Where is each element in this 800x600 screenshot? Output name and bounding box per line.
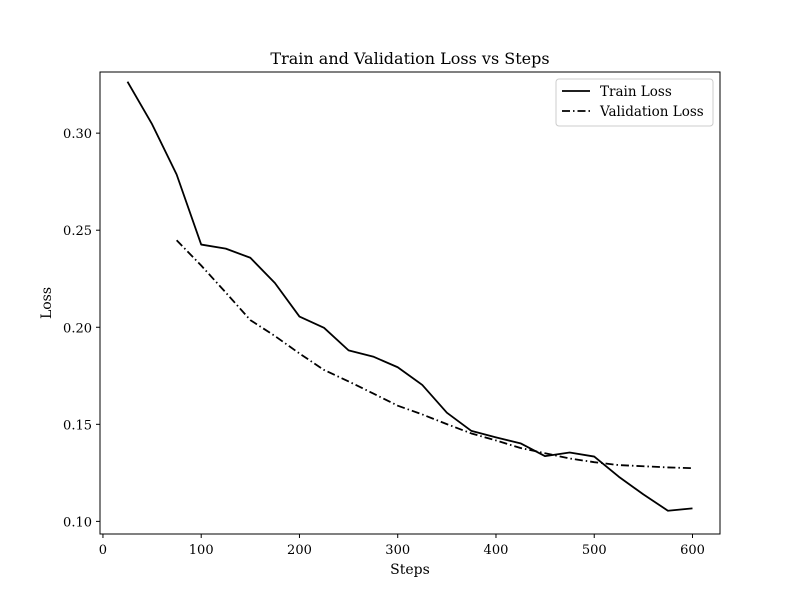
legend: Train Loss Validation Loss bbox=[555, 78, 714, 127]
x-tick-label: 600 bbox=[680, 543, 705, 558]
plot-frame bbox=[99, 71, 721, 535]
legend-label-train-loss: Train Loss bbox=[600, 84, 672, 100]
legend-box bbox=[555, 78, 714, 127]
x-tick-label: 0 bbox=[99, 543, 107, 558]
x-tick-label: 100 bbox=[189, 543, 214, 558]
legend-label-validation-loss: Validation Loss bbox=[599, 104, 704, 120]
y-tick-label: 0.30 bbox=[63, 127, 92, 142]
y-axis-label: Loss bbox=[39, 287, 55, 319]
axis-ticks: 0 100 200 300 400 500 600 0.10 0.15 0.20 0.25 0.30 bbox=[63, 127, 705, 558]
y-tick-label: 0.25 bbox=[63, 224, 92, 239]
x-tick-label: 300 bbox=[385, 543, 410, 558]
x-tick-label: 500 bbox=[582, 543, 607, 558]
y-tick-label: 0.10 bbox=[63, 515, 92, 530]
x-tick-label: 400 bbox=[484, 543, 509, 558]
chart-title: Train and Validation Loss vs Steps bbox=[270, 49, 549, 68]
y-tick-label: 0.20 bbox=[63, 321, 92, 336]
series-lines bbox=[126, 81, 693, 512]
series-line-validation-loss bbox=[175, 239, 693, 470]
y-tick-label: 0.15 bbox=[63, 418, 92, 433]
x-axis-label: Steps bbox=[390, 562, 430, 578]
x-tick-label: 200 bbox=[287, 543, 312, 558]
series-line-train-loss bbox=[126, 81, 693, 512]
